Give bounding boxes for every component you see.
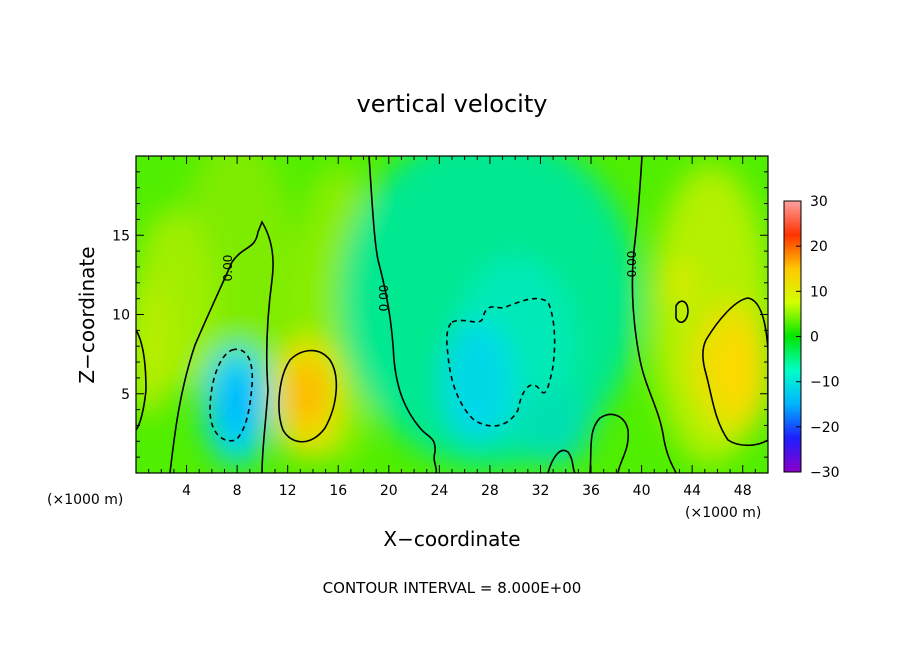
contour-label-2: 0.00: [377, 285, 391, 312]
positive-contour-left-cell: [278, 349, 338, 443]
y-tick-label-10: 10: [112, 308, 130, 324]
colorbar-tick-label-4: −10: [810, 375, 840, 391]
contour-interval-note: CONTOUR INTERVAL = 8.000E+00: [323, 579, 582, 597]
colorbar-tick-label-6: −30: [810, 465, 840, 481]
y-axis-label: Z−coordinate: [75, 246, 99, 383]
x-tick-label-48: 48: [734, 483, 752, 499]
x-tick-label-8: 8: [233, 483, 242, 499]
chart-title: vertical velocity: [357, 90, 548, 118]
field-shade-10: [513, 385, 594, 466]
zero-contour-center: [368, 156, 438, 473]
contour-label-1: 0.00: [221, 255, 235, 282]
positive-contour-right-cell: [702, 297, 768, 447]
x-unit-right: (×1000 m): [685, 505, 761, 521]
x-tick-label-20: 20: [380, 483, 398, 499]
x-axis-ticks: 4 8 12 16 20 24 28 32 36 40 44 48: [182, 156, 752, 499]
x-tick-label-32: 32: [532, 483, 550, 499]
zero-contour-bottom-notch: [547, 449, 576, 473]
updraft-core-2: [718, 335, 755, 404]
negative-contour-left-cell: [209, 348, 254, 442]
x-tick-label-4: 4: [182, 483, 191, 499]
x-axis-label: X−coordinate: [383, 527, 520, 551]
y-tick-label-15: 15: [112, 228, 130, 244]
contour-label-3: 0.00: [625, 251, 639, 278]
x-tick-label-28: 28: [481, 483, 499, 499]
x-tick-label-44: 44: [683, 483, 701, 499]
colorbar-tick-label-5: −20: [810, 420, 840, 436]
plot-area: 0.00 0.00 0.00: [136, 156, 768, 473]
colorbar-tick-label-1: 20: [810, 239, 828, 255]
colorbar-tick-label-3: 0: [810, 330, 819, 346]
colorbar-tick-label-0: 30: [810, 194, 828, 210]
x-tick-label-40: 40: [633, 483, 651, 499]
contour-lines: [136, 156, 768, 473]
x-tick-label-36: 36: [582, 483, 600, 499]
colorbar: 30 20 10 0 −10 −20 −30: [783, 194, 840, 481]
zero-contour-right: [631, 156, 677, 473]
updraft-core-1: [288, 359, 325, 428]
positive-contour-small: [675, 300, 689, 324]
downdraft-core-2: [459, 343, 496, 412]
x-tick-label-24: 24: [430, 483, 448, 499]
minor-ticks: [136, 156, 768, 473]
field-shade-9: [661, 260, 698, 305]
field-shade-8: [136, 276, 171, 417]
zero-contour-lower-right-pocket: [589, 413, 630, 473]
x-tick-label-16: 16: [329, 483, 347, 499]
y-axis-ticks: 5 10 15: [112, 228, 768, 403]
x-tick-label-12: 12: [279, 483, 297, 499]
colorbar-tick-label-2: 10: [810, 284, 828, 300]
y-tick-label-5: 5: [121, 387, 130, 403]
positive-contour-left-edge: [136, 329, 147, 431]
zero-contour-left: [169, 220, 274, 473]
x-unit-left: (×1000 m): [47, 492, 123, 508]
